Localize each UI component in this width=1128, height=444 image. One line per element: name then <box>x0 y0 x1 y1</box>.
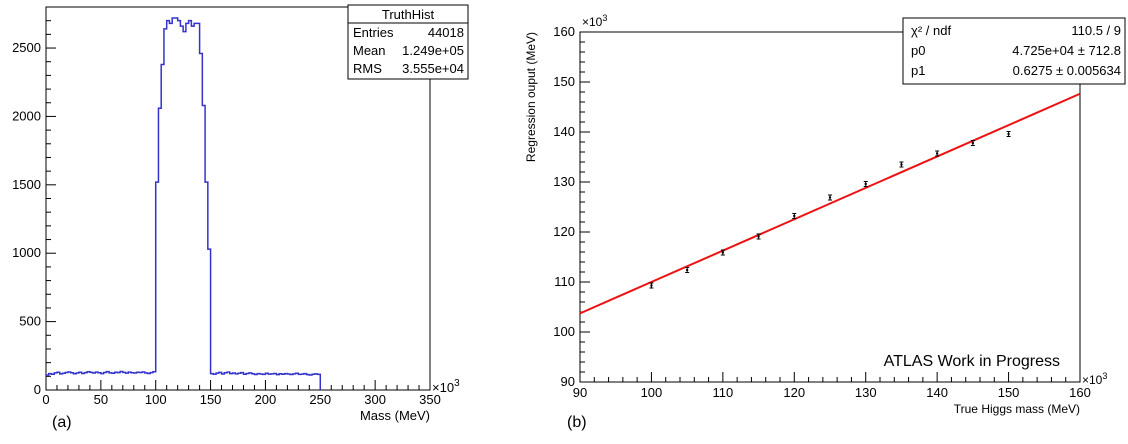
stats-row-value: 1.249e+05 <box>402 43 464 58</box>
y-exponent-label: ×103 <box>582 13 607 29</box>
stats-row-value: 3.555e+04 <box>402 61 464 76</box>
y-tick-label: 110 <box>554 274 575 289</box>
fit-parameters-box <box>902 17 1126 85</box>
y-tick-label: 160 <box>553 24 575 39</box>
x-exponent-power: 3 <box>454 378 460 389</box>
data-point <box>900 163 903 166</box>
stats-box <box>347 4 469 80</box>
y-tick-label: 0 <box>34 382 41 397</box>
fit-row-label: χ² / ndf <box>911 23 951 38</box>
x-exponent-label: ×103 <box>1082 371 1107 387</box>
x-exponent-power: 3 <box>1102 371 1107 381</box>
x-tick-label: 250 <box>309 392 331 407</box>
data-point <box>1007 132 1010 136</box>
y-axis-label: Regression ouput (MeV) <box>524 32 538 162</box>
y-exponent-power: 3 <box>602 13 607 23</box>
data-point <box>971 141 975 145</box>
fit-row-value: 4.725e+04 ± 712.8 <box>1012 43 1121 58</box>
x-tick-label: 120 <box>783 385 805 400</box>
data-point <box>757 235 760 238</box>
stats-row-label: RMS <box>353 61 382 76</box>
data-point <box>828 196 832 199</box>
y-tick-label: 120 <box>553 224 575 239</box>
x-tick-label: 350 <box>419 392 441 407</box>
y-tick-label: 2000 <box>12 108 41 123</box>
y-tick-label: 140 <box>553 124 575 139</box>
y-tick-label: 500 <box>19 314 41 329</box>
data-point <box>935 152 939 155</box>
y-tick-label: 1500 <box>12 177 41 192</box>
data-point <box>864 182 867 186</box>
data-point <box>793 214 796 218</box>
fit-row-label: p0 <box>911 43 925 58</box>
mass-histogram: 0 50 100 150 200 250 300 350 0 500 1000 1500 2000 250… <box>12 4 469 423</box>
x-tick-label: 0 <box>42 392 49 407</box>
x-tick-label: 100 <box>641 385 663 400</box>
stats-box-title: TruthHist <box>382 7 435 22</box>
x-tick-label: 300 <box>364 392 386 407</box>
x-tick-label: 200 <box>255 392 277 407</box>
x-tick-label: 150 <box>998 385 1020 400</box>
data-point <box>721 251 725 254</box>
stats-row-label: Mean <box>353 43 386 58</box>
x-tick-label: 90 <box>573 385 587 400</box>
x-tick-label: 140 <box>926 385 948 400</box>
plot-frame <box>579 31 1081 383</box>
x-tick-label: 130 <box>855 385 877 400</box>
x-tick-label: 50 <box>94 392 108 407</box>
atlas-annotation: ATLAS Work in Progress <box>884 353 1060 370</box>
y-tick-label: 1000 <box>12 245 41 260</box>
y-tick-label: 150 <box>553 74 575 89</box>
histogram-panel: 0 50 100 150 200 250 300 350 0 500 1000 1500 2000 250… <box>0 0 470 439</box>
fit-row-value: 0.6275 ± 0.005634 <box>1013 63 1121 78</box>
x-tick-label: 110 <box>712 385 733 400</box>
stats-row-label: Entries <box>353 25 394 40</box>
regression-scatter-plot: 90 100 110 120 130 140 150 160 90 100 110 120 130 140… <box>524 13 1126 416</box>
histogram-series-line <box>46 17 322 390</box>
y-tick-label: 100 <box>553 324 575 339</box>
regression-panel: 90 100 110 120 130 140 150 160 90 100 110 120 130 140… <box>505 0 1128 439</box>
x-tick-label: 150 <box>200 392 222 407</box>
x-tick-label: 100 <box>145 392 167 407</box>
y-tick-label: 130 <box>553 174 575 189</box>
fit-row-value: 110.5 / 9 <box>1071 23 1121 38</box>
y-tick-label: 90 <box>561 374 575 389</box>
data-point <box>685 268 689 272</box>
x-axis-label: True Higgs mass (MeV) <box>954 402 1080 416</box>
data-point <box>650 284 653 287</box>
x-tick-label: 160 <box>1069 385 1091 400</box>
x-exponent-label: ×103 <box>432 378 460 395</box>
panel-label-b: (b) <box>567 414 587 431</box>
y-tick-label: 2500 <box>12 40 41 55</box>
panel-label-a: (a) <box>52 414 72 431</box>
fit-line <box>579 92 1081 315</box>
fit-row-label: p1 <box>911 63 925 78</box>
stats-row-value: 44018 <box>428 25 464 40</box>
x-axis-label: Mass (MeV) <box>360 408 430 423</box>
